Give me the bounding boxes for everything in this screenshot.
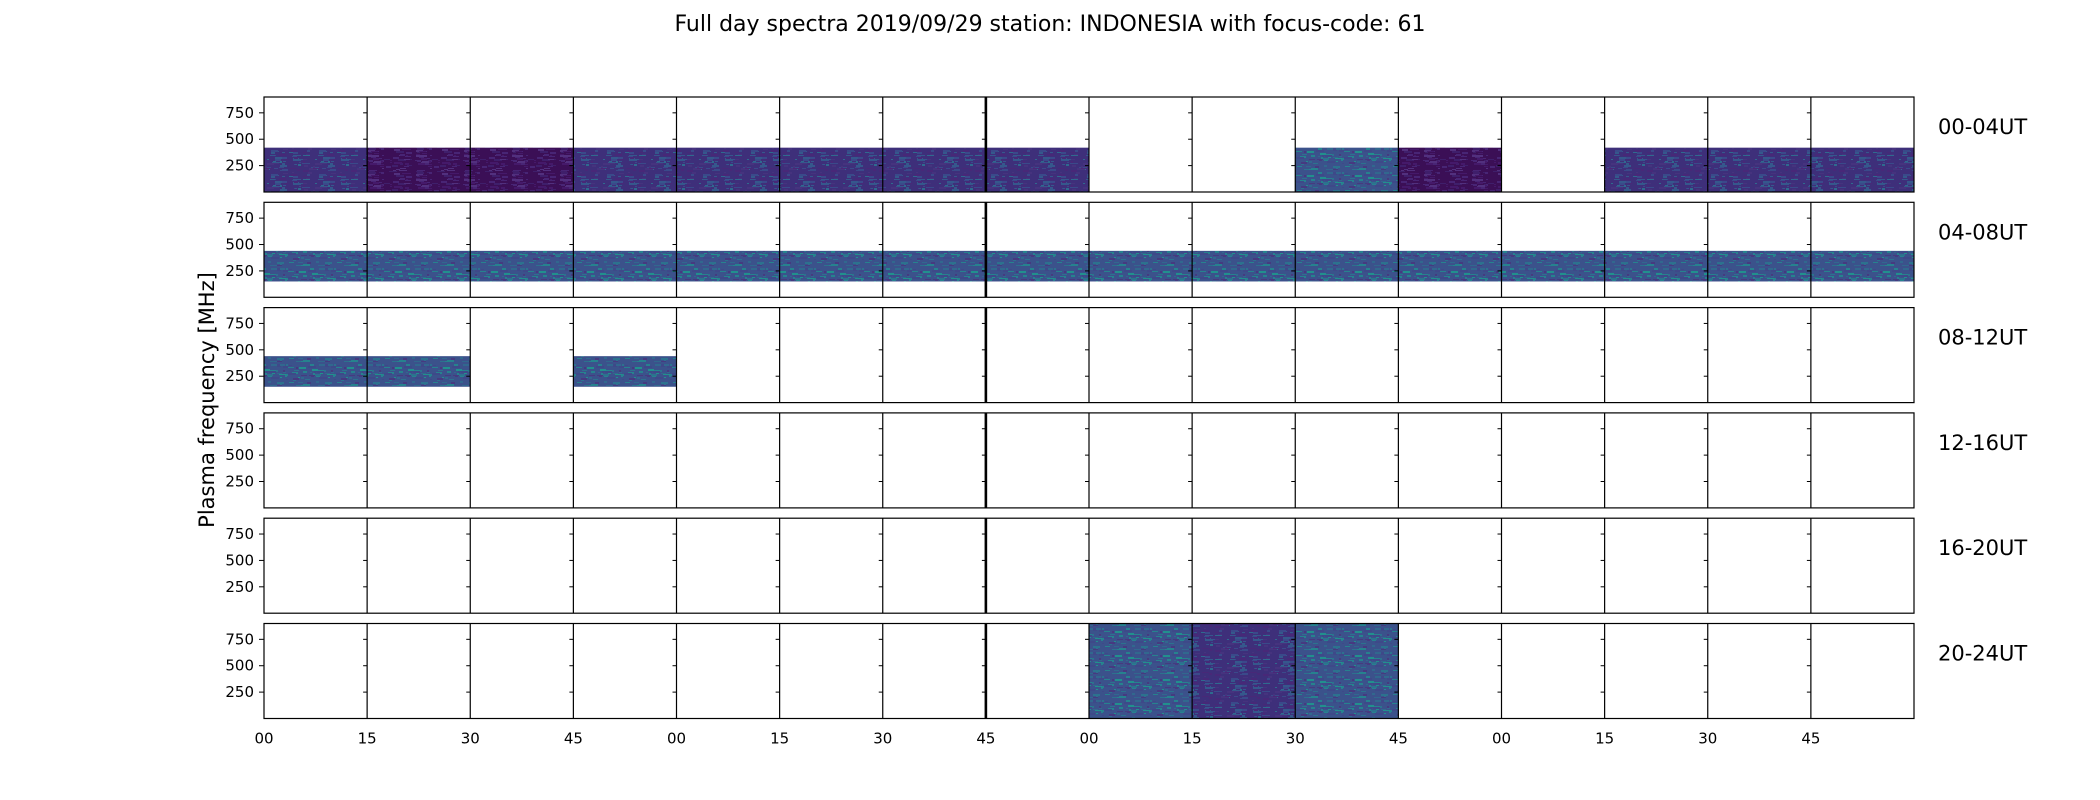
spectrum-block <box>573 250 677 282</box>
spectrum-block <box>1295 623 1399 719</box>
y-tick-label: 750 <box>225 630 254 648</box>
row-label: 04-08UT <box>1938 220 2027 244</box>
spectrum-block <box>470 147 574 192</box>
spectrum-block <box>367 250 471 282</box>
spectrum-block <box>1501 250 1605 282</box>
spectrum-block <box>367 147 471 192</box>
spectrum-block <box>1295 250 1399 282</box>
y-tick-label: 750 <box>225 420 254 438</box>
y-tick-label: 500 <box>225 551 254 569</box>
y-tick-label: 500 <box>225 657 254 675</box>
panel-16-20UT: 750 500 250 16-20UT <box>225 517 2027 614</box>
x-tick-label: 45 <box>976 730 995 748</box>
spectrum-block <box>985 250 1089 282</box>
row-label: 16-20UT <box>1938 536 2027 560</box>
y-tick-label: 750 <box>225 525 254 543</box>
spectrum-block <box>779 147 883 192</box>
y-tick-label: 500 <box>225 446 254 464</box>
y-tick-label: 500 <box>225 130 254 148</box>
y-tick-label: 750 <box>225 314 254 332</box>
spectrum-block <box>985 147 1089 192</box>
y-tick-label: 250 <box>225 578 254 596</box>
panel-20-24UT: 750 500 250 20-24UT <box>225 622 2027 720</box>
y-tick-label: 250 <box>225 367 254 385</box>
spectrum-block <box>1810 147 1914 192</box>
x-tick-label: 00 <box>1492 730 1511 748</box>
panel-08-12UT: 750 500 250 08-12UT <box>225 307 2027 404</box>
spectrum-block <box>470 250 574 282</box>
x-tick-label: 00 <box>667 730 686 748</box>
chart-title: Full day spectra 2019/09/29 station: IND… <box>674 12 1426 37</box>
spectrum-block <box>779 250 883 282</box>
spectrum-block <box>676 147 780 192</box>
spectrum-block <box>264 356 368 387</box>
y-tick-label: 500 <box>225 341 254 359</box>
x-tick-label: 15 <box>1595 730 1614 748</box>
y-tick-label: 500 <box>225 236 254 254</box>
spectrum-block <box>1398 250 1502 282</box>
spectrum-block <box>676 250 780 282</box>
y-tick-label: 750 <box>225 104 254 122</box>
spectrum-block <box>1295 147 1399 192</box>
y-tick-label: 750 <box>225 209 254 227</box>
spectrum-block <box>1707 147 1811 192</box>
row-label: 12-16UT <box>1938 431 2027 455</box>
x-tick-label: 00 <box>254 730 273 748</box>
spectrum-block <box>1604 147 1708 192</box>
spectrum-block <box>367 356 471 387</box>
x-tick-label: 30 <box>1698 730 1717 748</box>
x-tick-label: 30 <box>461 730 480 748</box>
x-tick-label: 30 <box>1286 730 1305 748</box>
y-tick-label: 250 <box>225 683 254 701</box>
spectrum-block <box>882 250 986 282</box>
spectrum-block <box>1089 250 1193 282</box>
panel-00-04UT: 750 500 250 00-04UT <box>225 96 2027 193</box>
x-tick-label: 15 <box>770 730 789 748</box>
row-label: 00-04UT <box>1938 115 2027 139</box>
panel-04-08UT: 750 500 250 04-08UT <box>225 201 2027 298</box>
spectrum-block <box>1707 250 1811 282</box>
y-axis-label: Plasma frequency [MHz] <box>195 272 219 528</box>
spectrum-block <box>1398 147 1502 192</box>
y-tick-label: 250 <box>225 262 254 280</box>
spectrum-block <box>264 147 368 192</box>
x-tick-label: 15 <box>358 730 377 748</box>
spectrum-block <box>1089 623 1193 719</box>
row-label: 08-12UT <box>1938 326 2027 350</box>
spectrum-block <box>1192 623 1296 719</box>
spectrum-block <box>1604 250 1708 282</box>
y-tick-label: 250 <box>225 157 254 175</box>
spectrum-block <box>264 250 368 282</box>
spectrum-block <box>1192 250 1296 282</box>
spectrum-block <box>882 147 986 192</box>
x-tick-label: 45 <box>564 730 583 748</box>
spectrum-block <box>1810 250 1914 282</box>
x-tick-label: 15 <box>1183 730 1202 748</box>
panel-12-16UT: 750 500 250 12-16UT <box>225 412 2027 509</box>
panels-group: 750 500 250 00-04UT 750 500 250 04-08UT 750 500 25… <box>225 96 2027 748</box>
y-tick-label: 250 <box>225 473 254 491</box>
x-tick-label: 30 <box>873 730 892 748</box>
x-tick-label: 45 <box>1389 730 1408 748</box>
spectrum-block <box>573 356 677 387</box>
x-tick-label: 00 <box>1079 730 1098 748</box>
x-tick-label: 45 <box>1801 730 1820 748</box>
row-label: 20-24UT <box>1938 642 2027 666</box>
spectrum-block <box>573 147 677 192</box>
